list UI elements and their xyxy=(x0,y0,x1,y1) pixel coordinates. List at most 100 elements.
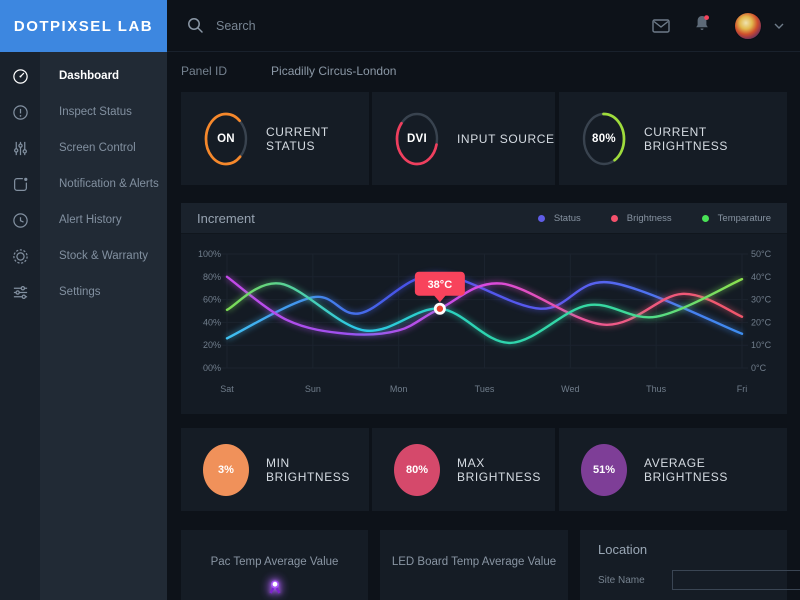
chart-legend: Status Brightness Temparature xyxy=(537,212,771,224)
ring-svg xyxy=(204,112,248,165)
mail-icon[interactable] xyxy=(652,18,670,33)
svg-text:60%: 60% xyxy=(203,295,221,305)
sidebar-nav: Dashboard Inspect Status Screen Control … xyxy=(0,58,167,310)
legend-label: Brightness xyxy=(626,212,672,224)
brightness-label: AVERAGE BRIGHTNESS xyxy=(644,455,729,484)
search-input[interactable] xyxy=(216,18,416,33)
breadcrumb-panel-value[interactable]: Picadilly Circus-London xyxy=(271,64,397,78)
bubble-value: 51% xyxy=(592,463,616,476)
chevron-down-icon[interactable] xyxy=(774,23,784,29)
sidebar-item-label: Inspect Status xyxy=(59,106,132,118)
status-value: DVI xyxy=(406,132,428,145)
svg-text:Thus: Thus xyxy=(646,384,667,394)
legend-label: Temparature xyxy=(717,212,771,224)
ring-svg xyxy=(395,112,439,165)
sidebar-item-label: Stock & Warranty xyxy=(59,250,149,262)
chart-grid xyxy=(201,253,748,369)
max-brightness-card: 80% MAX BRIGHTNESS xyxy=(372,428,555,511)
bell-icon xyxy=(696,15,709,30)
status-label: CURRENT BRIGHTNESS xyxy=(644,124,729,153)
search-box[interactable] xyxy=(187,17,652,34)
ring-svg xyxy=(582,112,626,165)
chart-header: Increment Status Brightness Temparature xyxy=(181,203,787,234)
breadcrumb-panel-id[interactable]: Panel ID xyxy=(181,64,228,78)
pac-temp-title: Pac Temp Average Value xyxy=(210,556,339,568)
led-board-temp-card: LED Board Temp Average Value xyxy=(380,530,568,600)
svg-text:Fri: Fri xyxy=(737,384,748,394)
svg-text:Sun: Sun xyxy=(305,384,321,394)
sidebar-item-settings[interactable]: Settings xyxy=(0,274,167,310)
max-brightness-bubble: 80% xyxy=(394,443,440,496)
sidebar-item-alert-history[interactable]: Alert History xyxy=(0,202,167,238)
legend-dot xyxy=(610,214,618,222)
legend-label: Status xyxy=(553,212,581,224)
svg-text:40°C: 40°C xyxy=(751,272,772,282)
sidebar-item-inspect-status[interactable]: Inspect Status xyxy=(0,94,167,130)
led-temp-title: LED Board Temp Average Value xyxy=(391,556,557,568)
bubble-value: 80% xyxy=(405,463,429,476)
increment-line-chart: Sat Sun Mon Tues Wed Thus Fri 00% 20% 40% 60% 80% 10… xyxy=(198,249,772,394)
svg-text:38°C: 38°C xyxy=(428,279,453,291)
notification-icon xyxy=(0,176,40,193)
chart-line-temparature xyxy=(225,277,744,345)
svg-text:Wed: Wed xyxy=(561,384,579,394)
svg-text:20°C: 20°C xyxy=(751,317,772,327)
svg-text:0°C: 0°C xyxy=(751,363,767,373)
svg-text:40%: 40% xyxy=(203,317,221,327)
topbar xyxy=(167,0,800,52)
sidebar-item-label: Dashboard xyxy=(59,70,120,82)
brightness-label: MIN BRIGHTNESS xyxy=(266,455,351,484)
alert-circle-icon xyxy=(0,104,40,121)
svg-text:50°C: 50°C xyxy=(751,249,772,259)
sidebar-item-dashboard[interactable]: Dashboard xyxy=(0,58,167,94)
location-field-row: Site Name xyxy=(598,570,800,590)
input-source-card: DVI INPUT SOURCE xyxy=(372,92,555,185)
svg-text:Sat: Sat xyxy=(220,384,234,394)
min-brightness-card: 3% MIN BRIGHTNESS xyxy=(181,428,369,511)
sidebar-label-column xyxy=(40,52,167,600)
topbar-actions xyxy=(652,11,784,40)
bell-badge xyxy=(704,15,709,20)
sidebar-item-label: Notification & Alerts xyxy=(59,178,159,190)
min-brightness-bubble: 3% xyxy=(203,443,249,496)
breadcrumb: Panel ID Picadilly Circus-London xyxy=(181,52,396,90)
location-title: Location xyxy=(598,542,648,557)
avatar[interactable] xyxy=(734,11,762,40)
pac-temp-card: Pac Temp Average Value xyxy=(181,530,368,600)
sidebar-item-stock-warranty[interactable]: Stock & Warranty xyxy=(0,238,167,274)
chart-axis-labels: Sat Sun Mon Tues Wed Thus Fri 00% 20% 40% 60% 80% 10… xyxy=(198,249,772,394)
sidebar-item-label: Alert History xyxy=(59,214,122,226)
status-ring: DVI xyxy=(394,111,440,167)
gauge-icon xyxy=(0,68,40,85)
current-status-card: ON CURRENT STATUS xyxy=(181,92,369,185)
svg-text:30°C: 30°C xyxy=(751,295,772,305)
sidebar-item-label: Settings xyxy=(59,286,101,298)
legend-item-brightness[interactable]: Brightness xyxy=(610,212,672,224)
svg-text:80%: 80% xyxy=(203,272,221,282)
svg-text:10°C: 10°C xyxy=(751,340,772,350)
svg-text:20%: 20% xyxy=(203,340,221,350)
svg-text:100%: 100% xyxy=(198,249,221,259)
average-brightness-card: 51% AVERAGE BRIGHTNESS xyxy=(559,428,787,511)
location-pin-icon xyxy=(268,580,281,594)
svg-text:Mon: Mon xyxy=(390,384,408,394)
legend-item-temparature[interactable]: Temparature xyxy=(701,212,771,224)
current-brightness-card: 80% CURRENT BRIGHTNESS xyxy=(559,92,787,185)
search-icon xyxy=(188,18,203,33)
warranty-seal-icon xyxy=(0,248,40,265)
site-name-input[interactable] xyxy=(672,570,800,590)
bell-wrap[interactable] xyxy=(694,14,710,37)
legend-dot xyxy=(701,214,709,222)
svg-text:00%: 00% xyxy=(203,363,221,373)
status-label: CURRENT STATUS xyxy=(266,124,329,153)
chart-title: Increment xyxy=(197,210,255,226)
settings-sliders-icon xyxy=(0,284,40,301)
pin-holder xyxy=(181,579,368,595)
sidebar-item-screen-control[interactable]: Screen Control xyxy=(0,130,167,166)
legend-item-status[interactable]: Status xyxy=(537,212,581,224)
site-name-label: Site Name xyxy=(598,574,645,586)
history-clock-icon xyxy=(0,212,40,229)
sidebar-item-notification-alerts[interactable]: Notification & Alerts xyxy=(0,166,167,202)
average-brightness-bubble: 51% xyxy=(581,443,627,496)
